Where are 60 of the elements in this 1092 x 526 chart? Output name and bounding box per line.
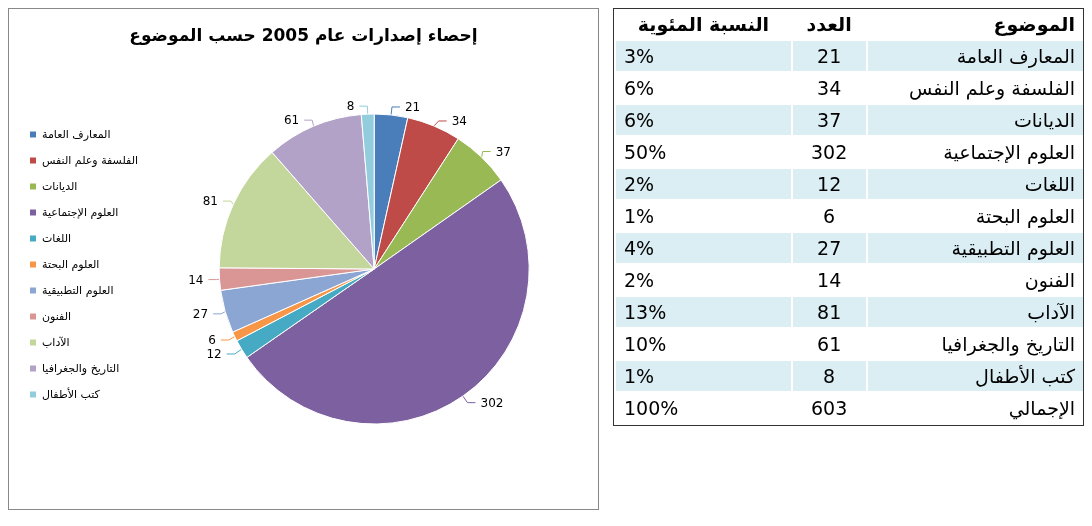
data-label: 21 [404,99,421,114]
category-label: التاريخ والجغرافيا [866,328,1083,360]
data-label: 8 [346,99,355,114]
data-label: 4% [615,232,792,264]
data-label: 1% [615,200,792,232]
category-label: الآداب [866,296,1083,328]
legend-label: الفنون [42,310,72,323]
category-label: الفلسفة وعلم النفس [866,72,1083,104]
category-label: العلوم الإجتماعية [866,136,1083,168]
data-label: 12 [791,168,867,200]
data-label: 6% [615,104,792,136]
data-label: 1% [615,360,792,392]
legend-label: الديانات [42,180,78,193]
data-label: 14 [188,272,204,287]
category-label: العلوم التطبيقية [866,232,1083,264]
series-label: النسبة المئوية [615,9,792,40]
data-label: 6 [208,333,216,347]
data-label: 34 [791,72,867,104]
category-label: الديانات [866,104,1083,136]
legend-label: الآداب [42,336,70,349]
data-label: 14 [791,264,867,296]
data-label: 302 [480,395,504,410]
data-label: 81 [791,296,867,328]
data-label: 61 [791,328,867,360]
data-label: 37 [495,144,511,159]
data-label: 50% [615,136,792,168]
data-label: 6% [615,72,792,104]
data-label: 34 [451,113,467,128]
category-label: العلوم البحتة [866,200,1083,232]
data-label: 10% [615,328,792,360]
data-label: 27 [192,306,209,321]
legend-label: العلوم التطبيقية [42,284,114,297]
data-label: 2% [615,264,792,296]
data-label: 13% [615,296,792,328]
category-label: كتب الأطفال [866,360,1083,392]
legend-label: العلوم البحتة [42,258,100,271]
chart-title: إحصاء إصدارات عام 2005 حسب الموضوع [129,24,478,46]
data-label: 8 [791,360,867,392]
data-label: 21 [791,40,867,72]
legend-label: الفلسفة وعلم النفس [42,154,139,167]
legend-label: كتب الأطفال [42,387,101,401]
data-label: 3% [615,40,792,72]
text: الموضوع [866,9,1083,40]
data-label: 81 [202,194,218,209]
legend-label: التاريخ والجغرافيا [42,362,120,375]
category-label: الإجمالي [866,392,1083,424]
data-label: 37 [791,104,867,136]
data-label: 6 [791,200,867,232]
category-label: المعارف العامة [866,40,1083,72]
legend-label: المعارف العامة [42,128,111,141]
data-label: 61 [283,113,300,128]
category-label: اللغات [866,168,1083,200]
category-label: الفنون [866,264,1083,296]
data-label: 100% [615,392,792,424]
data-label: 27 [791,232,867,264]
data-label: 12 [206,347,222,361]
legend-label: اللغات [42,232,72,245]
legend-label: العلوم الإجتماعية [42,206,119,219]
data-label: 2% [615,168,792,200]
series-label: العدد [791,9,867,40]
